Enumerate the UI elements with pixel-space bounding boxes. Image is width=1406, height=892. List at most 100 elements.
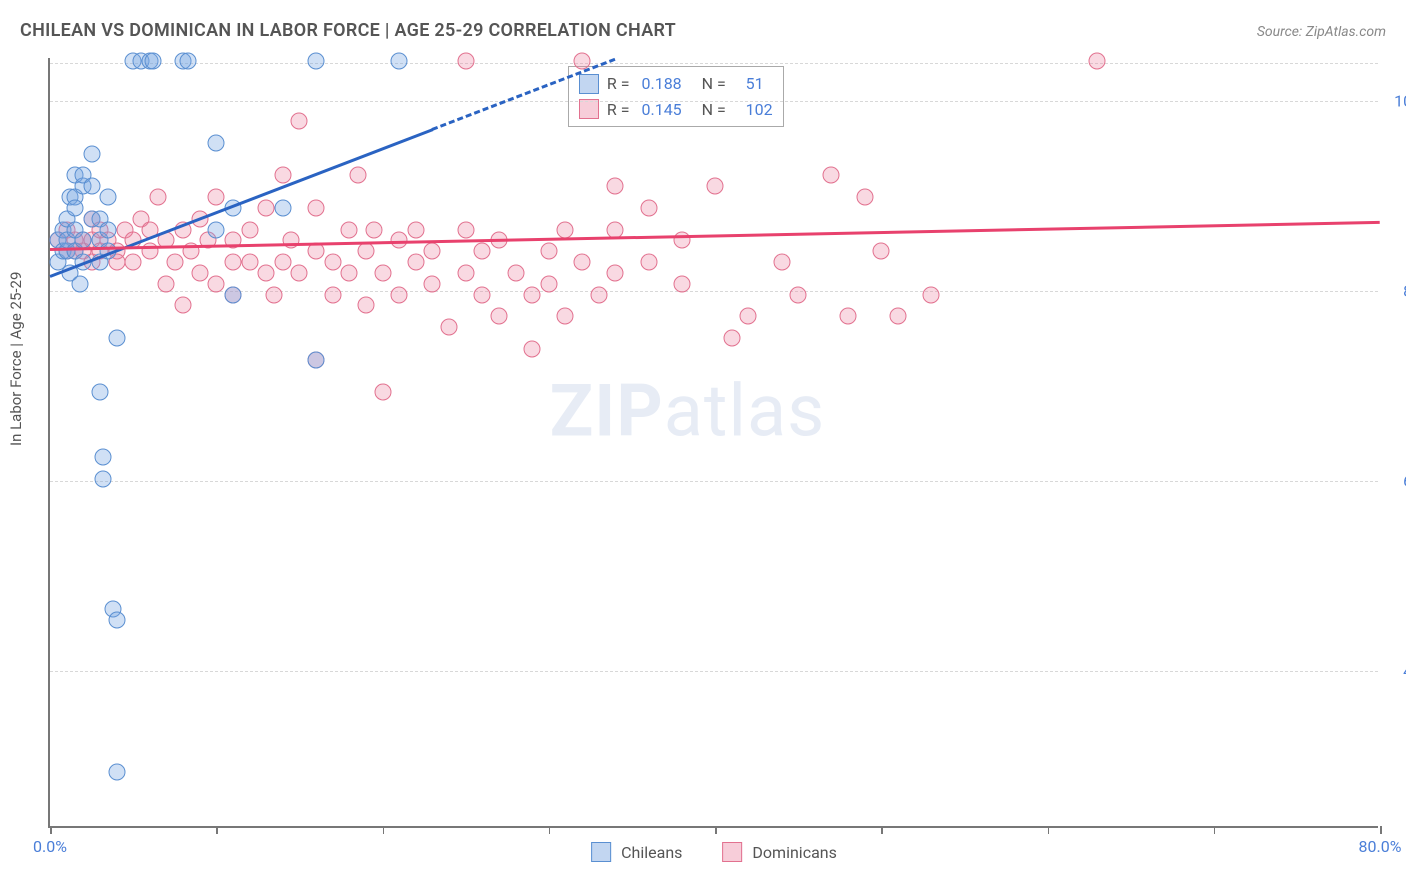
data-point bbox=[266, 286, 283, 303]
gridline bbox=[50, 481, 1378, 482]
data-point bbox=[91, 384, 108, 401]
legend-swatch bbox=[591, 842, 611, 862]
data-point bbox=[590, 286, 607, 303]
data-point bbox=[357, 297, 374, 314]
x-tick-mark bbox=[881, 826, 883, 834]
data-point bbox=[95, 470, 112, 487]
data-point bbox=[208, 189, 225, 206]
data-point bbox=[407, 221, 424, 238]
stats-legend: R = 0.188 N = 51R = 0.145 N = 102 bbox=[568, 66, 784, 127]
data-point bbox=[208, 221, 225, 238]
y-tick-label: 65.0% bbox=[1386, 471, 1406, 490]
y-tick-label: 100.0% bbox=[1386, 92, 1406, 111]
data-point bbox=[441, 319, 458, 336]
x-tick-mark bbox=[549, 826, 551, 834]
gridline bbox=[50, 291, 1378, 292]
data-point bbox=[507, 264, 524, 281]
x-tick-mark bbox=[715, 826, 717, 834]
data-point bbox=[856, 189, 873, 206]
data-point bbox=[574, 254, 591, 271]
x-tick-mark bbox=[1214, 826, 1216, 834]
data-point bbox=[640, 199, 657, 216]
data-point bbox=[840, 308, 857, 325]
data-point bbox=[673, 275, 690, 292]
data-point bbox=[150, 189, 167, 206]
data-point bbox=[873, 243, 890, 260]
scatter-plot: ZIPatlas R = 0.188 N = 51R = 0.145 N = 1… bbox=[48, 58, 1378, 828]
data-point bbox=[366, 221, 383, 238]
data-point bbox=[823, 167, 840, 184]
data-point bbox=[283, 232, 300, 249]
data-point bbox=[524, 286, 541, 303]
data-point bbox=[540, 243, 557, 260]
data-point bbox=[374, 264, 391, 281]
data-point bbox=[324, 254, 341, 271]
data-point bbox=[474, 243, 491, 260]
legend-label: Dominicans bbox=[752, 843, 836, 862]
data-point bbox=[889, 308, 906, 325]
data-point bbox=[773, 254, 790, 271]
data-point bbox=[923, 286, 940, 303]
data-point bbox=[100, 189, 117, 206]
data-point bbox=[391, 53, 408, 70]
data-point bbox=[83, 145, 100, 162]
data-point bbox=[607, 264, 624, 281]
data-point bbox=[125, 254, 142, 271]
legend-swatch bbox=[579, 74, 599, 94]
data-point bbox=[424, 243, 441, 260]
data-point bbox=[224, 286, 241, 303]
data-point bbox=[158, 275, 175, 292]
data-point bbox=[424, 275, 441, 292]
data-point bbox=[308, 53, 325, 70]
x-tick-mark bbox=[50, 826, 52, 834]
data-point bbox=[241, 221, 258, 238]
data-point bbox=[95, 449, 112, 466]
data-point bbox=[341, 221, 358, 238]
watermark: ZIPatlas bbox=[550, 369, 826, 454]
data-point bbox=[291, 264, 308, 281]
series-legend: Chileans Dominicans bbox=[591, 842, 837, 862]
data-point bbox=[241, 254, 258, 271]
gridline bbox=[50, 101, 1378, 102]
stats-legend-row: R = 0.188 N = 51 bbox=[579, 71, 773, 97]
chart-title: CHILEAN VS DOMINICAN IN LABOR FORCE | AG… bbox=[20, 20, 676, 41]
data-point bbox=[145, 53, 162, 70]
y-tick-label: 47.5% bbox=[1386, 661, 1406, 680]
data-point bbox=[540, 275, 557, 292]
gridline bbox=[50, 671, 1378, 672]
data-point bbox=[341, 264, 358, 281]
data-point bbox=[740, 308, 757, 325]
y-tick-label: 82.5% bbox=[1386, 282, 1406, 301]
data-point bbox=[308, 243, 325, 260]
data-point bbox=[308, 199, 325, 216]
data-point bbox=[557, 308, 574, 325]
data-point bbox=[166, 254, 183, 271]
x-tick-label: 80.0% bbox=[1359, 837, 1402, 856]
x-tick-mark bbox=[216, 826, 218, 834]
data-point bbox=[407, 254, 424, 271]
data-point bbox=[723, 329, 740, 346]
legend-item: Chileans bbox=[591, 842, 682, 862]
data-point bbox=[208, 275, 225, 292]
data-point bbox=[640, 254, 657, 271]
data-point bbox=[707, 178, 724, 195]
data-point bbox=[224, 254, 241, 271]
data-point bbox=[274, 254, 291, 271]
legend-label: Chileans bbox=[621, 843, 682, 862]
data-point bbox=[357, 243, 374, 260]
data-point bbox=[524, 340, 541, 357]
chart-header: CHILEAN VS DOMINICAN IN LABOR FORCE | AG… bbox=[20, 20, 1386, 41]
data-point bbox=[100, 221, 117, 238]
data-point bbox=[457, 264, 474, 281]
data-point bbox=[291, 113, 308, 130]
data-point bbox=[71, 275, 88, 292]
data-point bbox=[790, 286, 807, 303]
data-point bbox=[258, 199, 275, 216]
y-axis-label: In Labor Force | Age 25-29 bbox=[7, 272, 25, 446]
data-point bbox=[108, 329, 125, 346]
legend-swatch bbox=[722, 842, 742, 862]
x-tick-label: 0.0% bbox=[33, 837, 67, 856]
data-point bbox=[308, 351, 325, 368]
data-point bbox=[108, 611, 125, 628]
data-point bbox=[391, 286, 408, 303]
